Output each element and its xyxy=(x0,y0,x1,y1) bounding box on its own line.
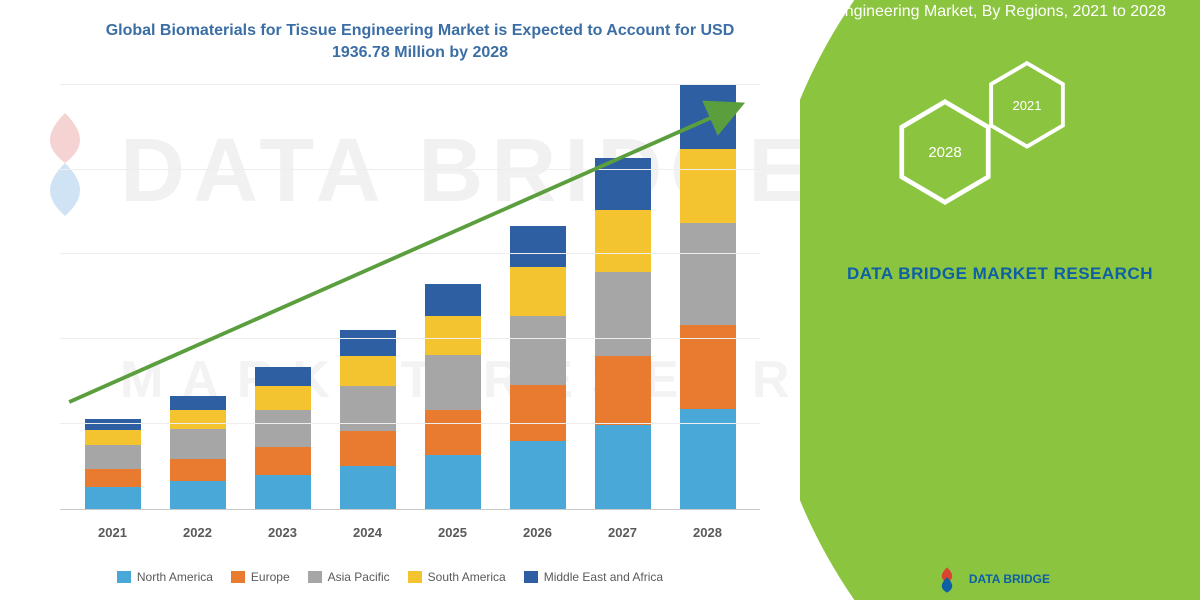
bar-segment xyxy=(170,481,226,509)
legend-item: Europe xyxy=(231,570,290,584)
legend-swatch xyxy=(308,571,322,583)
hexagon-big: 2028 xyxy=(898,98,992,206)
x-axis-label: 2025 xyxy=(425,525,481,540)
bar-segment xyxy=(510,267,566,316)
x-axis-label: 2022 xyxy=(170,525,226,540)
bar-segment xyxy=(255,475,311,509)
bar-column xyxy=(595,158,651,509)
legend-swatch xyxy=(408,571,422,583)
bar-segment xyxy=(85,445,141,469)
legend-label: North America xyxy=(137,570,213,584)
x-axis-label: 2028 xyxy=(680,525,736,540)
hexagon-small-label: 2021 xyxy=(1013,98,1042,113)
legend-swatch xyxy=(117,571,131,583)
bar-segment xyxy=(680,149,736,223)
legend-label: Asia Pacific xyxy=(328,570,390,584)
bar-column xyxy=(425,284,481,509)
bar-segment xyxy=(595,272,651,357)
bar-segment xyxy=(255,447,311,475)
left-panel: Global Biomaterials for Tissue Engineeri… xyxy=(0,0,800,600)
hexagon-big-label: 2028 xyxy=(928,144,961,161)
brand-text: DATA BRIDGE MARKET RESEARCH xyxy=(847,262,1153,286)
bar-column xyxy=(680,85,736,509)
bar-segment xyxy=(680,223,736,324)
bar-segment xyxy=(680,85,736,149)
bar-column xyxy=(255,367,311,509)
x-axis-labels: 2021 2022 2023 2024 2025 2026 2027 2028 xyxy=(60,525,760,540)
bar-segment xyxy=(340,356,396,387)
x-axis-label: 2027 xyxy=(595,525,651,540)
x-axis-label: 2026 xyxy=(510,525,566,540)
grid-line xyxy=(60,423,760,424)
bar-segment xyxy=(170,429,226,459)
bar-segment xyxy=(425,410,481,455)
chart-area xyxy=(60,85,760,510)
bar-segment xyxy=(255,386,311,410)
legend-label: Europe xyxy=(251,570,290,584)
right-panel-title: Engineering Market, By Regions, 2021 to … xyxy=(804,0,1196,24)
bar-segment xyxy=(595,158,651,210)
bar-segment xyxy=(595,210,651,271)
grid-line xyxy=(60,169,760,170)
legend-swatch xyxy=(524,571,538,583)
bar-segment xyxy=(425,355,481,411)
grid-line xyxy=(60,253,760,254)
bar-segment xyxy=(170,459,226,481)
bar-segment xyxy=(255,410,311,446)
legend-label: South America xyxy=(428,570,506,584)
legend-item: Asia Pacific xyxy=(308,570,390,584)
legend-item: South America xyxy=(408,570,506,584)
bar-column xyxy=(170,396,226,509)
bar-segment xyxy=(510,385,566,441)
legend-swatch xyxy=(231,571,245,583)
bar-segment xyxy=(425,316,481,355)
bar-segment xyxy=(85,469,141,487)
chart-title: Global Biomaterials for Tissue Engineeri… xyxy=(60,20,780,65)
bar-segment xyxy=(510,441,566,509)
bar-segment xyxy=(510,316,566,385)
bar-segment xyxy=(85,487,141,509)
bar-column xyxy=(340,330,396,509)
footer-logo-icon xyxy=(933,566,961,594)
bar-segment xyxy=(425,455,481,509)
footer-logo-text: DATA BRIDGE xyxy=(969,573,1050,586)
bar-segment xyxy=(595,356,651,425)
legend-item: Middle East and Africa xyxy=(524,570,663,584)
bar-segment xyxy=(170,410,226,429)
bar-segment xyxy=(340,330,396,355)
bar-segment xyxy=(170,396,226,411)
chart-wrap: 2021 2022 2023 2024 2025 2026 2027 2028 North A… xyxy=(60,85,780,590)
grid-line xyxy=(60,338,760,339)
legend: North America Europe Asia Pacific South Ame… xyxy=(20,570,760,584)
bar-segment xyxy=(595,425,651,509)
bar-column xyxy=(85,419,141,509)
bar-segment xyxy=(340,386,396,431)
bar-segment xyxy=(255,367,311,387)
bar-segment xyxy=(510,226,566,267)
right-panel: Engineering Market, By Regions, 2021 to … xyxy=(800,0,1200,600)
footer-logo: DATA BRIDGE xyxy=(933,566,1050,594)
legend-label: Middle East and Africa xyxy=(544,570,663,584)
bar-segment xyxy=(425,284,481,316)
hexagon-group: 2028 2021 xyxy=(880,54,1120,224)
legend-item: North America xyxy=(117,570,213,584)
bar-segment xyxy=(85,419,141,430)
x-axis-label: 2021 xyxy=(85,525,141,540)
hexagon-small: 2021 xyxy=(988,60,1066,150)
bar-segment xyxy=(340,466,396,509)
x-axis-label: 2024 xyxy=(340,525,396,540)
bar-segment xyxy=(85,430,141,445)
bar-segment xyxy=(340,431,396,466)
grid-line xyxy=(60,84,760,85)
bar-column xyxy=(510,226,566,509)
x-axis-label: 2023 xyxy=(255,525,311,540)
